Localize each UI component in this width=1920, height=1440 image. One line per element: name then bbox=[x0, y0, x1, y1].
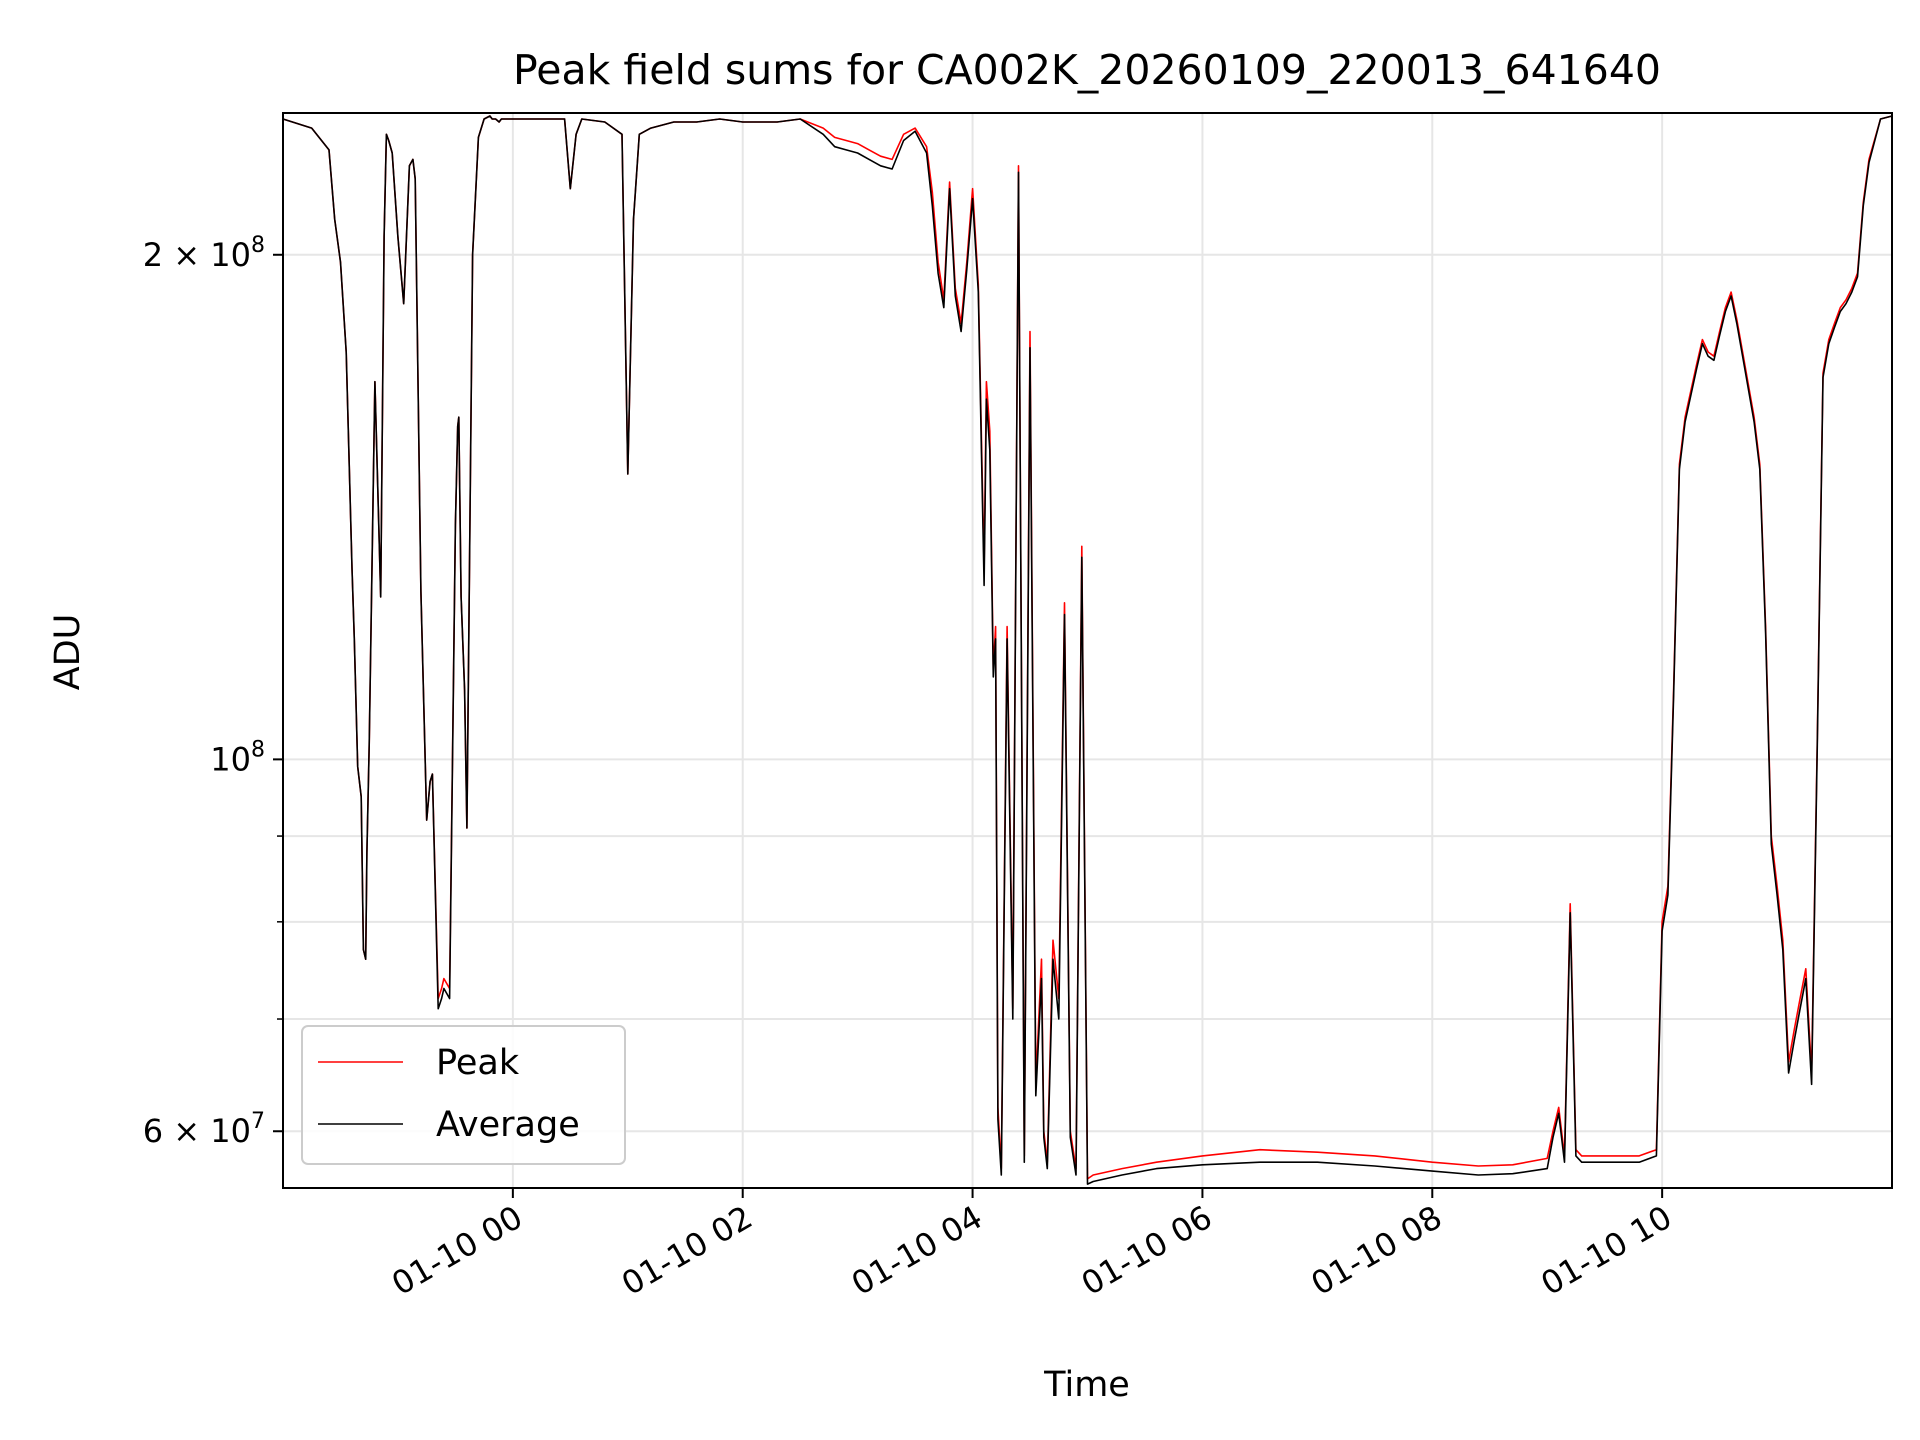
series-layer bbox=[282, 115, 1893, 1185]
chart-title: Peak field sums for CA002K_20260109_2200… bbox=[513, 46, 1661, 94]
legend-peak-label: Peak bbox=[436, 1043, 520, 1083]
legend: Peak Average bbox=[301, 1025, 626, 1165]
x-axis-label: Time bbox=[1043, 1365, 1130, 1405]
series-line-average bbox=[282, 115, 1893, 1185]
grid bbox=[283, 113, 1892, 1188]
legend-box bbox=[301, 1025, 626, 1165]
y-axis-label: ADU bbox=[48, 614, 88, 691]
plot-frame bbox=[282, 112, 1893, 1189]
y-tick-label: 2 × 108 bbox=[143, 233, 265, 274]
y-axis: 6 × 107 108 2 × 108 bbox=[143, 233, 283, 1150]
legend-average-label: Average bbox=[436, 1105, 580, 1145]
y-tick-label: 6 × 107 bbox=[143, 1109, 265, 1150]
y-tick-label: 108 bbox=[210, 737, 265, 778]
